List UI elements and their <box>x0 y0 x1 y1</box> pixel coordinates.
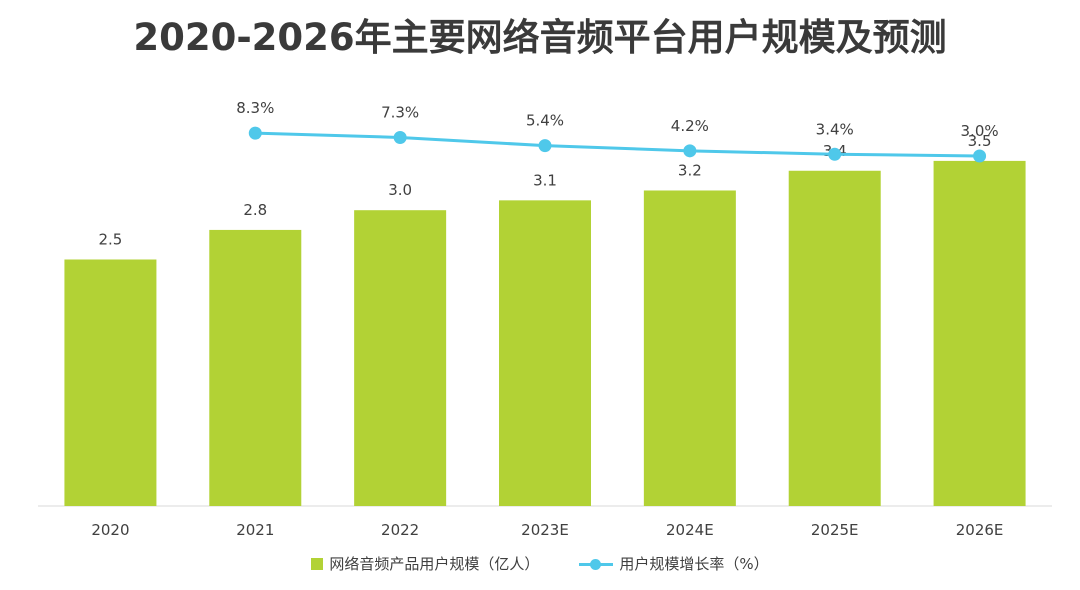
rate-label-2025E: 3.4% <box>816 120 854 138</box>
rate-point-2025E <box>828 147 842 161</box>
rate-label-2022: 7.3% <box>381 103 419 121</box>
legend-line-swatch <box>579 558 614 570</box>
bar-label-2020: 2.5 <box>98 231 122 249</box>
bar-label-2021: 2.8 <box>243 201 267 219</box>
x-tick-2020: 2020 <box>91 521 129 539</box>
rate-label-2021: 8.3% <box>236 99 274 117</box>
bar-2022 <box>354 210 447 506</box>
x-tick-2024E: 2024E <box>666 521 714 539</box>
rate-point-2024E <box>683 144 697 158</box>
bar-2020 <box>64 259 157 506</box>
rate-point-2023E <box>538 139 552 153</box>
bar-2021 <box>209 229 302 507</box>
rate-label-2026E: 3.0% <box>961 122 999 140</box>
bar-label-2026E: 3.5 <box>968 132 992 150</box>
x-tick-2026E: 2026E <box>956 521 1004 539</box>
x-tick-2022: 2022 <box>381 521 419 539</box>
legend-item-growth: 用户规模增长率（%） <box>579 553 769 574</box>
bar-2023E <box>499 200 591 506</box>
x-tick-2021: 2021 <box>236 521 274 539</box>
x-tick-2023E: 2023E <box>521 521 569 539</box>
rate-point-2026E <box>973 149 987 163</box>
x-tick-2025E: 2025E <box>811 521 859 539</box>
rate-point-2022 <box>393 130 407 144</box>
growth-rate-line <box>255 131 980 158</box>
legend-bar-swatch <box>311 557 324 570</box>
rate-label-2024E: 4.2% <box>671 117 709 135</box>
legend: 网络音频产品用户规模（亿人） 用户规模增长率（%） <box>0 553 1080 574</box>
rate-label-2023E: 5.4% <box>526 112 564 130</box>
bar-label-2022: 3.0 <box>388 181 412 199</box>
legend-item-users: 网络音频产品用户规模（亿人） <box>311 553 539 574</box>
legend-label-users: 网络音频产品用户规模（亿人） <box>329 555 540 573</box>
bar-2025E <box>788 170 881 506</box>
bar-label-2023E: 3.1 <box>533 171 557 189</box>
rate-point-2021 <box>248 126 262 140</box>
bar-2024E <box>643 190 736 507</box>
chart-title: 2020-2026年主要网络音频平台用户规模及预测 <box>133 16 947 59</box>
bar-label-2024E: 3.2 <box>678 161 702 179</box>
bar-2026E <box>933 160 1026 506</box>
legend-label-growth: 用户规模增长率（%） <box>619 555 769 573</box>
